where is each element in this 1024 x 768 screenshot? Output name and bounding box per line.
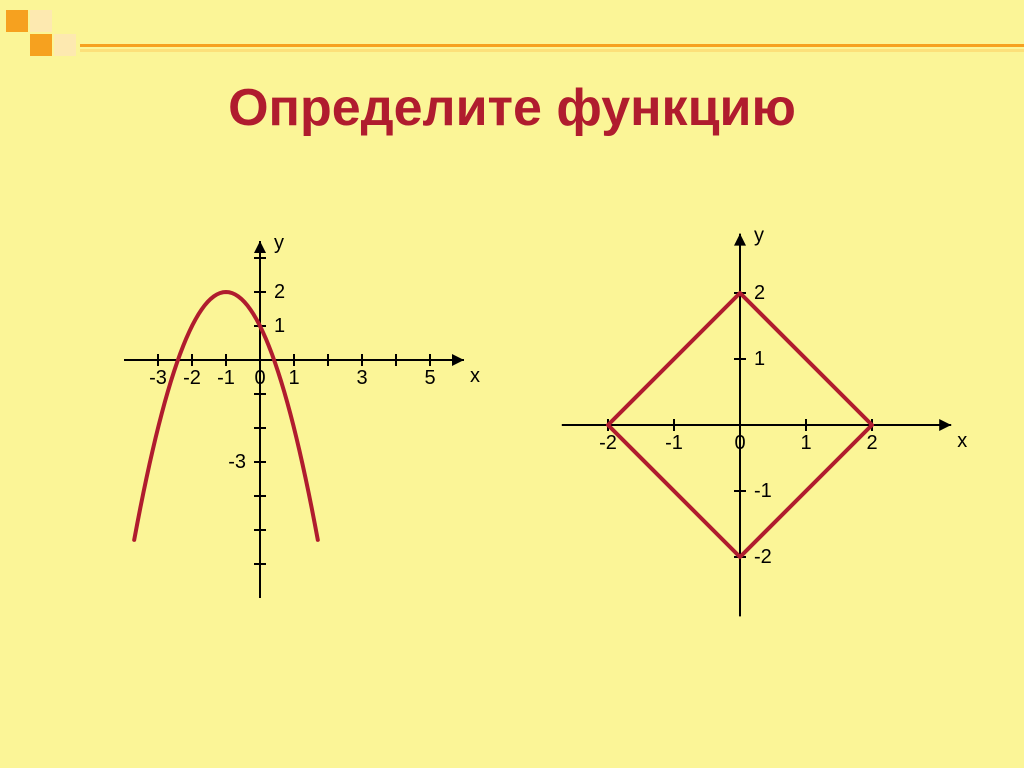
svg-text:1: 1 — [288, 367, 299, 389]
svg-text:3: 3 — [356, 367, 367, 389]
svg-text:y: y — [754, 225, 764, 247]
svg-text:2: 2 — [274, 281, 285, 303]
svg-text:-2: -2 — [183, 367, 201, 389]
svg-text:x: x — [470, 365, 480, 387]
svg-text:2: 2 — [866, 432, 877, 454]
svg-text:1: 1 — [274, 315, 285, 337]
right-chart-svg: x y -2 -1 0 1 2 -2 -1 1 2 — [540, 210, 980, 630]
corner-squares — [6, 10, 76, 56]
svg-text:-3: -3 — [228, 451, 246, 473]
svg-text:-3: -3 — [149, 367, 167, 389]
svg-text:2: 2 — [754, 282, 765, 304]
svg-text:-2: -2 — [754, 546, 772, 568]
svg-text:x: x — [957, 430, 967, 452]
right-chart: x y -2 -1 0 1 2 -2 -1 1 2 — [540, 210, 980, 630]
left-chart: x y -3 -2 -1 0 1 3 5 -3 1 2 — [70, 200, 490, 630]
top-rule — [80, 44, 1024, 52]
top-decoration — [0, 0, 1024, 70]
left-chart-svg: x y -3 -2 -1 0 1 3 5 -3 1 2 — [70, 200, 490, 630]
svg-text:-1: -1 — [217, 367, 235, 389]
svg-text:0: 0 — [254, 367, 265, 389]
svg-text:-1: -1 — [754, 480, 772, 502]
svg-text:0: 0 — [734, 432, 745, 454]
svg-text:1: 1 — [754, 348, 765, 370]
svg-text:5: 5 — [424, 367, 435, 389]
page-title: Определите функцию — [0, 78, 1024, 138]
svg-text:y: y — [274, 232, 284, 254]
svg-text:1: 1 — [800, 432, 811, 454]
svg-text:-2: -2 — [599, 432, 617, 454]
svg-text:-1: -1 — [665, 432, 683, 454]
